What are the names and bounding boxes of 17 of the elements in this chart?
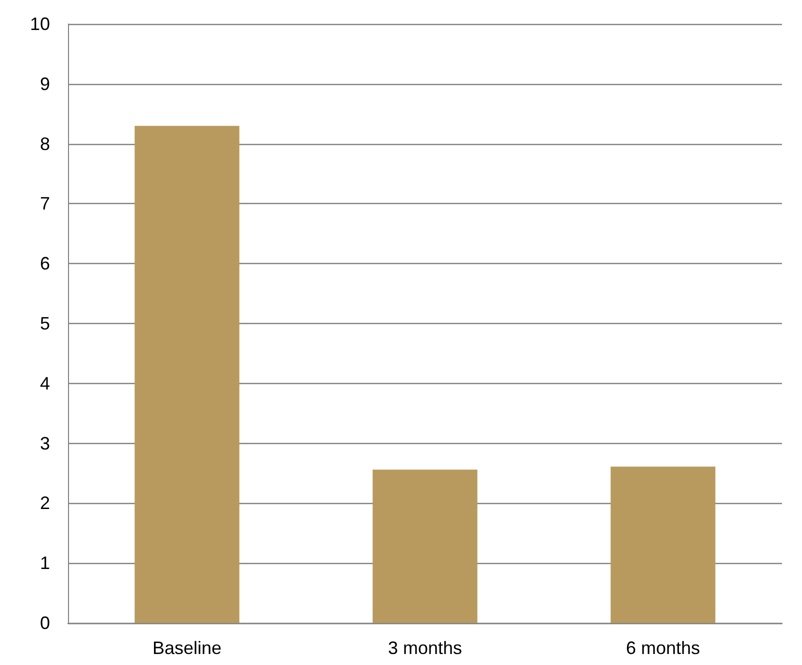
y-tick-label: 10 (30, 14, 50, 34)
y-tick-label: 0 (40, 613, 50, 633)
y-tick-label: 4 (40, 373, 50, 394)
y-tick-label: 6 (40, 254, 50, 274)
y-tick-label: 8 (40, 134, 50, 154)
x-tick-label: 6 months (626, 638, 700, 658)
bar (134, 126, 240, 623)
x-tick-label: 3 months (388, 638, 462, 658)
y-tick-label: 5 (40, 314, 50, 334)
y-tick-label: 1 (40, 553, 50, 574)
y-tick-label: 7 (40, 194, 50, 214)
bar (372, 470, 478, 623)
y-tick-label: 2 (40, 493, 50, 514)
x-tick-label: Baseline (152, 638, 222, 658)
bar (610, 466, 716, 623)
y-tick-label: 3 (40, 433, 50, 454)
y-tick-label: 9 (40, 74, 50, 94)
